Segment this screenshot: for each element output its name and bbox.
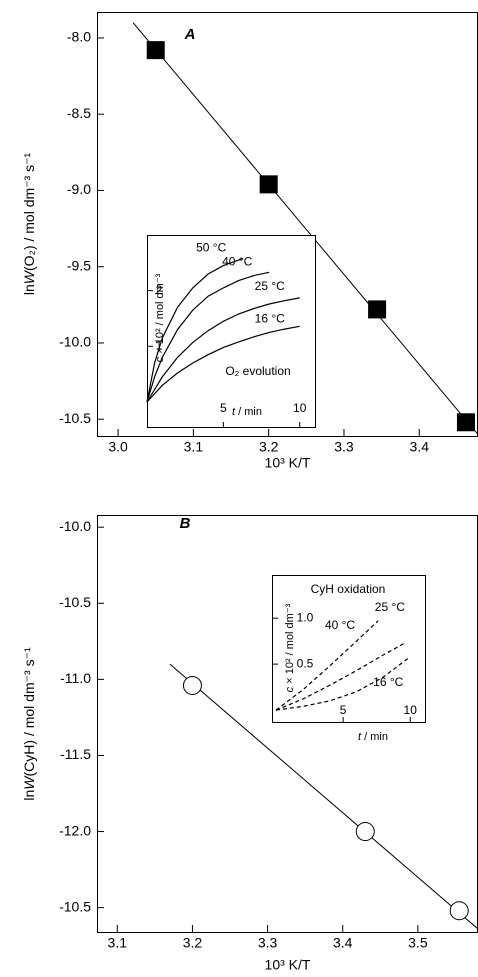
inset-y-label-part: c [284, 686, 296, 692]
inset-y-tick-label: 1.0 [297, 610, 314, 624]
inset-y-label: c × 10² / mol dm⁻³ [284, 603, 296, 692]
x-tick-label: 3.5 [408, 935, 428, 951]
y-axis-label: lnW(CyH) / mol dm⁻³ s⁻¹ [21, 647, 37, 801]
x-axis-label: 10³ K/T [265, 455, 311, 471]
y-tick-label: -9.0 [67, 181, 91, 197]
y-tick-label: -8.0 [67, 29, 91, 45]
inset-x-tick-label: 10 [293, 401, 307, 415]
x-tick-label: 3.3 [258, 935, 278, 951]
inset-x-label-part: / min [361, 731, 388, 743]
y-tick-label: -8.5 [67, 105, 91, 121]
inset-curve [146, 271, 270, 403]
series-label: 16 °C [373, 675, 403, 689]
series-label: 25 °C [375, 600, 405, 614]
inset-annotation: CyH oxidation [311, 582, 386, 596]
inset-y-tick-label: 2 [156, 283, 163, 297]
marker [449, 901, 469, 921]
inset-x-tick-label: 5 [220, 401, 227, 415]
inset-x-label-part: / min [235, 406, 262, 418]
inset-x-label: t / min [232, 406, 262, 418]
x-axis-label: 10³ K/T [265, 957, 311, 973]
inset-frame [147, 235, 316, 428]
panel-label: A [184, 26, 196, 43]
y-axis-label-part: W [21, 775, 37, 790]
marker [355, 822, 375, 842]
inset-x-tick-label: 5 [340, 703, 347, 717]
y-tick-label: -10.5 [59, 898, 91, 914]
inset-curve [275, 620, 379, 711]
y-tick-label: -10.5 [59, 410, 91, 426]
y-axis-label: lnW(O₂) / mol dm⁻³ s⁻¹ [21, 153, 37, 296]
x-tick-label: 3.0 [108, 439, 128, 455]
inset-frame [272, 575, 426, 723]
inset-curve [146, 257, 244, 403]
inset-y-tick-label: 0.5 [297, 656, 314, 670]
marker [259, 175, 278, 194]
inset-x-label-part: t [358, 731, 362, 743]
y-tick-label: -11.0 [60, 670, 91, 686]
y-axis-label-part: W [21, 269, 37, 284]
fit-line [169, 663, 478, 930]
marker [456, 413, 475, 432]
series-label: 16 °C [255, 311, 285, 325]
y-axis-label-part: ln [21, 790, 37, 801]
series-label: 40 °C [222, 254, 252, 268]
inset-curve [275, 642, 406, 711]
x-tick-label: 3.3 [334, 439, 354, 455]
x-tick-label: 3.4 [333, 935, 353, 951]
series-label: 25 °C [255, 279, 285, 293]
series-label: 50 °C [196, 241, 226, 255]
inset-annotation: O₂ evolution [225, 364, 290, 378]
y-tick-label: -10.5 [59, 594, 91, 610]
x-tick-label: 3.1 [184, 439, 204, 455]
y-tick-label: -12.0 [59, 822, 91, 838]
series-label: 40 °C [325, 618, 355, 632]
inset-curve [146, 297, 300, 403]
y-tick-label: -11.5 [60, 746, 91, 762]
marker [182, 675, 202, 695]
marker [368, 300, 387, 319]
inset-y-label-part: c [154, 356, 166, 362]
marker [146, 41, 165, 60]
x-tick-label: 3.1 [108, 935, 128, 951]
y-tick-label: -10.0 [59, 518, 91, 534]
y-axis-label-part: ln [21, 284, 37, 295]
fit-line [132, 22, 478, 435]
inset-x-tick-label: 10 [404, 703, 418, 717]
y-tick-label: -9.5 [67, 257, 91, 273]
inset-x-label: t / min [358, 731, 388, 743]
x-tick-label: 3.4 [410, 439, 430, 455]
y-axis-label-part: (CyH) / mol dm⁻³ s⁻¹ [21, 647, 37, 776]
inset-y-label-part: × 10² / mol dm⁻³ [284, 603, 296, 686]
y-tick-label: -10.0 [59, 334, 91, 350]
panel-label: B [180, 515, 191, 532]
inset-y-tick-label: 1 [156, 338, 163, 352]
x-tick-label: 3.2 [259, 439, 279, 455]
inset-x-label-part: t [232, 406, 236, 418]
inset-curve [146, 325, 300, 403]
x-tick-label: 3.2 [183, 935, 203, 951]
inset-y-label: c × 10² / mol dm⁻³ [154, 273, 166, 362]
inset-curve [275, 656, 411, 711]
y-axis-label-part: (O₂) / mol dm⁻³ s⁻¹ [21, 153, 37, 272]
